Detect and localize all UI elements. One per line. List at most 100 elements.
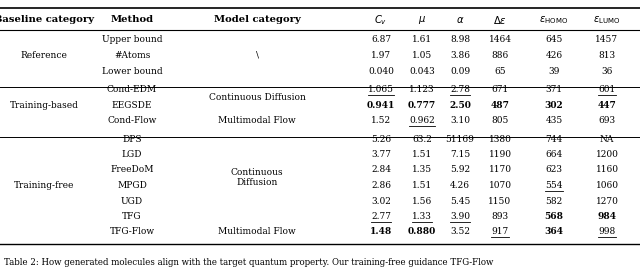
- Text: 623: 623: [545, 165, 563, 175]
- Text: 582: 582: [545, 196, 563, 206]
- Text: 1.97: 1.97: [371, 51, 391, 60]
- Text: 0.962: 0.962: [409, 116, 435, 125]
- Text: 63.2: 63.2: [412, 134, 432, 144]
- Text: $\Delta\varepsilon$: $\Delta\varepsilon$: [493, 14, 507, 26]
- Text: Method: Method: [111, 16, 154, 24]
- Text: 3.90: 3.90: [450, 212, 470, 221]
- Text: Training-based: Training-based: [10, 100, 79, 110]
- Text: 0.880: 0.880: [408, 227, 436, 236]
- Text: 3.52: 3.52: [450, 227, 470, 236]
- Text: 0.09: 0.09: [450, 66, 470, 76]
- Text: Lower bound: Lower bound: [102, 66, 163, 76]
- Text: 1.61: 1.61: [412, 36, 432, 45]
- Text: Multimodal Flow: Multimodal Flow: [218, 116, 296, 125]
- Text: 2.86: 2.86: [371, 181, 391, 190]
- Text: 2.50: 2.50: [449, 100, 471, 110]
- Text: 1.05: 1.05: [412, 51, 432, 60]
- Text: 601: 601: [598, 85, 616, 94]
- Text: 1190: 1190: [488, 150, 511, 159]
- Text: 1270: 1270: [596, 196, 618, 206]
- Text: Baseline category: Baseline category: [0, 16, 94, 24]
- Text: 3.10: 3.10: [450, 116, 470, 125]
- Text: 65: 65: [494, 66, 506, 76]
- Text: 744: 744: [545, 134, 563, 144]
- Text: 886: 886: [492, 51, 509, 60]
- Text: 984: 984: [598, 212, 616, 221]
- Text: 1.52: 1.52: [371, 116, 391, 125]
- Text: 554: 554: [545, 181, 563, 190]
- Text: 917: 917: [492, 227, 509, 236]
- Text: 2.77: 2.77: [371, 212, 391, 221]
- Text: 998: 998: [598, 227, 616, 236]
- Text: UGD: UGD: [121, 196, 143, 206]
- Text: 5.26: 5.26: [371, 134, 391, 144]
- Text: 426: 426: [545, 51, 563, 60]
- Text: 1.51: 1.51: [412, 150, 432, 159]
- Text: 371: 371: [545, 85, 563, 94]
- Text: 1.35: 1.35: [412, 165, 432, 175]
- Text: 1.065: 1.065: [368, 85, 394, 94]
- Text: TFG: TFG: [122, 212, 142, 221]
- Text: MPGD: MPGD: [117, 181, 147, 190]
- Text: $\varepsilon_{\mathrm{HOMO}}$: $\varepsilon_{\mathrm{HOMO}}$: [540, 14, 568, 26]
- Text: 1380: 1380: [488, 134, 511, 144]
- Text: 813: 813: [598, 51, 616, 60]
- Text: 6.87: 6.87: [371, 36, 391, 45]
- Text: Cond-EDM: Cond-EDM: [107, 85, 157, 94]
- Text: 1.33: 1.33: [412, 212, 432, 221]
- Text: 7.15: 7.15: [450, 150, 470, 159]
- Text: EEGSDE: EEGSDE: [112, 100, 152, 110]
- Text: FreeDoM: FreeDoM: [110, 165, 154, 175]
- Text: DPS: DPS: [122, 134, 141, 144]
- Text: 1.48: 1.48: [370, 227, 392, 236]
- Text: 487: 487: [491, 100, 509, 110]
- Text: Training-free: Training-free: [14, 181, 74, 190]
- Text: 0.040: 0.040: [368, 66, 394, 76]
- Text: 4.26: 4.26: [450, 181, 470, 190]
- Text: Continuous Diffusion: Continuous Diffusion: [209, 93, 305, 102]
- Text: 39: 39: [548, 66, 560, 76]
- Text: 893: 893: [492, 212, 509, 221]
- Text: 568: 568: [545, 212, 563, 221]
- Text: 302: 302: [545, 100, 563, 110]
- Text: 2.84: 2.84: [371, 165, 391, 175]
- Text: 805: 805: [492, 116, 509, 125]
- Text: $\varepsilon_{\mathrm{LUMO}}$: $\varepsilon_{\mathrm{LUMO}}$: [593, 14, 621, 26]
- Text: 435: 435: [545, 116, 563, 125]
- Text: 1060: 1060: [595, 181, 618, 190]
- Text: 51169: 51169: [445, 134, 474, 144]
- Text: 1150: 1150: [488, 196, 511, 206]
- Text: 36: 36: [602, 66, 612, 76]
- Text: 3.02: 3.02: [371, 196, 391, 206]
- Text: Cond-Flow: Cond-Flow: [108, 116, 157, 125]
- Text: 3.86: 3.86: [450, 51, 470, 60]
- Text: 664: 664: [545, 150, 563, 159]
- Text: 0.777: 0.777: [408, 100, 436, 110]
- Text: $\alpha$: $\alpha$: [456, 15, 464, 25]
- Text: 8.98: 8.98: [450, 36, 470, 45]
- Text: 671: 671: [492, 85, 509, 94]
- Text: 1.123: 1.123: [409, 85, 435, 94]
- Text: #Atoms: #Atoms: [114, 51, 150, 60]
- Text: Multimodal Flow: Multimodal Flow: [218, 227, 296, 236]
- Text: NA: NA: [600, 134, 614, 144]
- Text: $\mu$: $\mu$: [418, 14, 426, 26]
- Text: 1.56: 1.56: [412, 196, 432, 206]
- Text: 693: 693: [598, 116, 616, 125]
- Text: 1457: 1457: [595, 36, 619, 45]
- Text: Table 2: How generated molecules align with the target quantum property. Our tra: Table 2: How generated molecules align w…: [4, 258, 493, 267]
- Text: 1.51: 1.51: [412, 181, 432, 190]
- Text: 0.043: 0.043: [409, 66, 435, 76]
- Text: LGD: LGD: [122, 150, 142, 159]
- Text: 5.45: 5.45: [450, 196, 470, 206]
- Text: Model category: Model category: [214, 16, 300, 24]
- Text: Continuous
Diffusion: Continuous Diffusion: [230, 168, 284, 187]
- Text: Reference: Reference: [20, 51, 67, 60]
- Text: $C_v$: $C_v$: [374, 13, 388, 27]
- Text: 1160: 1160: [595, 165, 618, 175]
- Text: TFG-Flow: TFG-Flow: [109, 227, 155, 236]
- Text: Upper bound: Upper bound: [102, 36, 163, 45]
- Text: 447: 447: [598, 100, 616, 110]
- Text: 1170: 1170: [488, 165, 511, 175]
- Text: 645: 645: [545, 36, 563, 45]
